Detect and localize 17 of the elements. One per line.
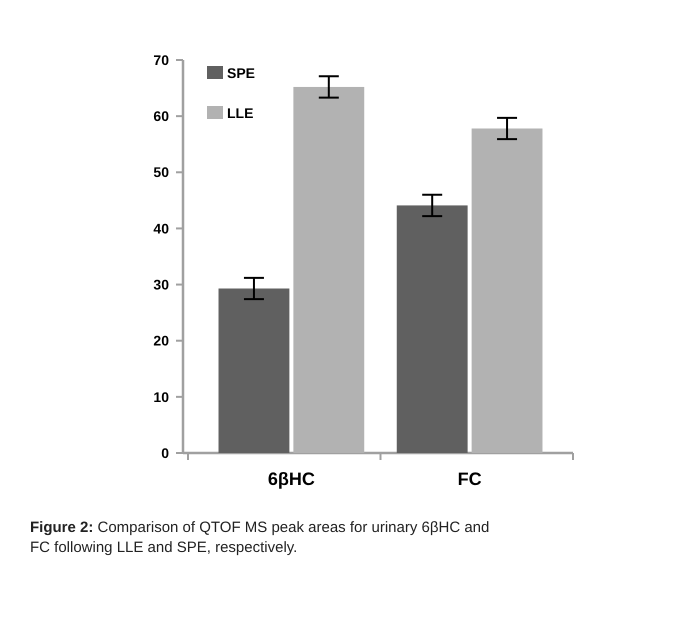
y-tick-label: 40 xyxy=(153,220,170,236)
x-tick-label: FC xyxy=(458,469,482,489)
y-tick-label: 60 xyxy=(153,108,170,124)
bar xyxy=(293,86,364,453)
bar xyxy=(472,128,542,453)
y-tick-label: 70 xyxy=(153,52,170,68)
y-tick-label: 0 xyxy=(161,444,170,461)
y-tick-label: 50 xyxy=(153,164,170,180)
y-tick-label: 20 xyxy=(153,332,170,349)
caption: Figure 2: Comparison of QTOF MS peak areas for urinary 6βHC and FC following LLE and SPE, respectively. xyxy=(30,518,490,558)
legend-label: SPE xyxy=(227,64,256,81)
bar xyxy=(396,205,468,453)
x-tick-label: 6βHC xyxy=(268,469,315,489)
bar xyxy=(218,288,290,453)
legend-label: LLE xyxy=(227,104,254,121)
y-tick-label: 30 xyxy=(153,276,170,292)
y-tick-label: 10 xyxy=(153,388,170,405)
